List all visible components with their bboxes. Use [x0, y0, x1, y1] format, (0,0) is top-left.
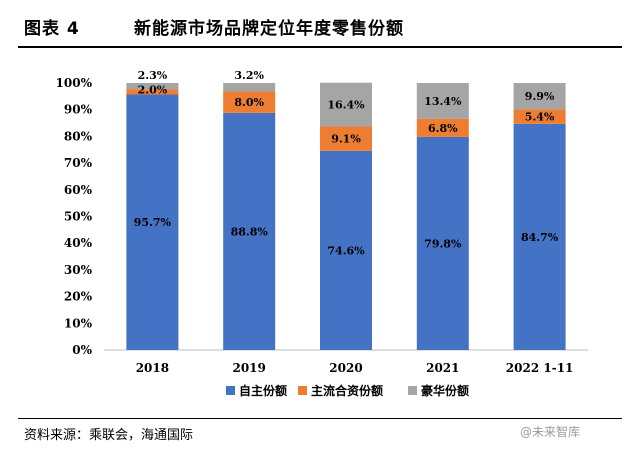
bar-luxury: [223, 83, 276, 92]
chart-title: 新能源市场品牌定位年度零售份额: [134, 19, 404, 39]
bar-mainstream: [513, 109, 566, 124]
data-label-luxury: 9.9%: [525, 90, 555, 103]
x-tick-label: 2021: [426, 361, 459, 375]
data-label-luxury: 3.2%: [234, 69, 264, 82]
legend-label-self: 自主份额: [239, 383, 287, 398]
y-tick-label: 40%: [64, 236, 93, 250]
bar-luxury: [416, 83, 469, 119]
bar-self: [223, 112, 276, 351]
watermark: @未来智库: [520, 425, 581, 439]
y-tick-label: 100%: [56, 76, 93, 90]
y-tick-label: 70%: [64, 156, 93, 170]
y-tick-label: 90%: [64, 103, 93, 117]
data-label-self: 74.6%: [327, 244, 365, 257]
bar-luxury: [513, 83, 566, 110]
data-label-self: 79.8%: [424, 237, 462, 250]
legend-label-mainstream: 主流合资份额: [311, 383, 383, 398]
legend-swatch-mainstream: [298, 386, 307, 395]
data-label-mainstream: 9.1%: [331, 133, 361, 146]
bar-mainstream: [223, 91, 276, 113]
y-tick-label: 0%: [72, 343, 92, 357]
source-note: 资料来源：乘联会，海通国际: [24, 428, 194, 443]
y-tick-label: 80%: [64, 129, 93, 143]
x-tick-label: 2018: [136, 361, 169, 375]
data-label-luxury: 2.3%: [138, 69, 168, 82]
title-rule: [18, 46, 622, 48]
bar-luxury: [320, 82, 372, 127]
data-label-mainstream: 8.0%: [234, 96, 264, 109]
data-label-luxury: 13.4%: [424, 95, 462, 108]
x-tick-label: 2022 1-11: [506, 361, 574, 375]
bar-mainstream: [126, 89, 179, 95]
y-tick-label: 20%: [64, 290, 93, 304]
y-tick-label: 30%: [64, 263, 93, 277]
data-label-self: 95.7%: [134, 216, 172, 229]
bar-luxury: [126, 83, 179, 90]
y-tick-label: 10%: [64, 316, 93, 330]
bar-mainstream: [416, 118, 469, 137]
data-label-luxury: 16.4%: [327, 99, 365, 112]
x-tick-label: 2019: [232, 361, 265, 375]
data-label-mainstream: 5.4%: [525, 111, 555, 124]
footer-rule: [18, 418, 622, 419]
y-tick-label: 60%: [64, 183, 93, 197]
y-tick-label: 50%: [64, 210, 93, 224]
bar-self: [126, 94, 179, 350]
bar-self: [416, 136, 469, 350]
bar-self: [513, 123, 566, 350]
data-label-mainstream: 2.0%: [138, 83, 168, 96]
bar-mainstream: [320, 126, 372, 151]
legend-swatch-self: [226, 386, 235, 395]
bar-self: [320, 150, 372, 350]
legend-label-luxury: 豪华份额: [421, 383, 469, 398]
legend-swatch-luxury: [408, 386, 417, 395]
stacked-bar-chart: 0% 10% 20% 30% 40% 50% 60% 70% 80% 90% 100% 95.7% 2.…: [56, 69, 588, 398]
figure-label: 图表 4: [24, 19, 80, 39]
data-label-self: 88.8%: [231, 225, 269, 238]
x-tick-label: 2020: [329, 361, 362, 375]
data-label-self: 84.7%: [521, 231, 559, 244]
figure-header: 图表 4 新能源市场品牌定位年度零售份额: [0, 0, 640, 50]
data-label-mainstream: 6.8%: [428, 122, 458, 135]
